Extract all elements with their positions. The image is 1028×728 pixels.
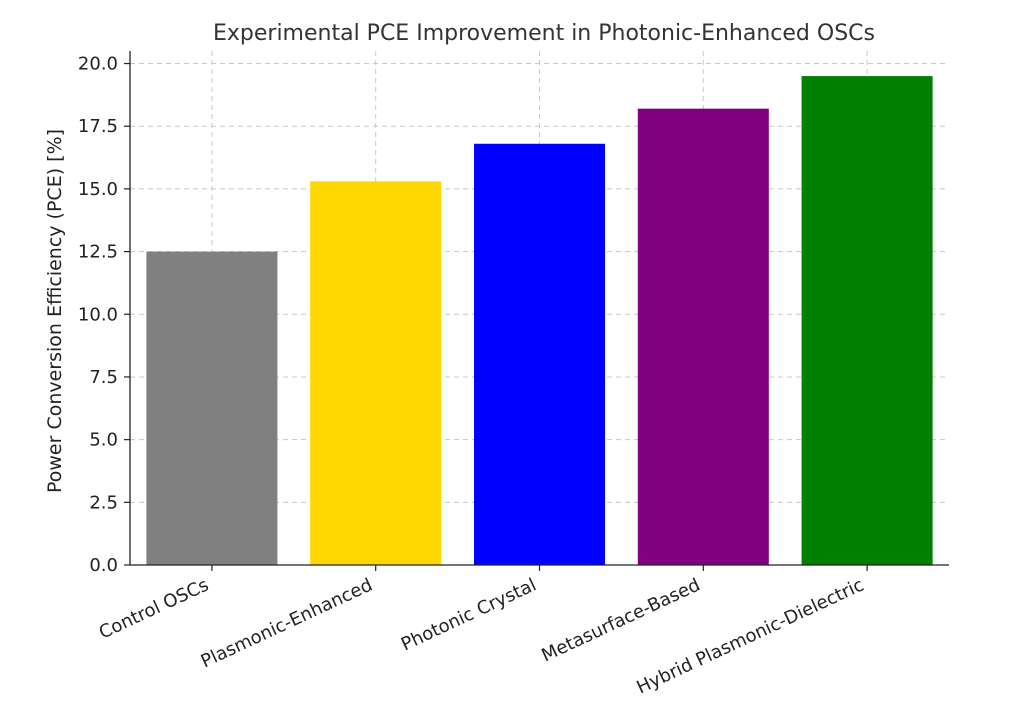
y-tick-label: 17.5	[78, 116, 118, 137]
bar-control-oscs	[146, 251, 278, 565]
y-axis-label: Power Conversion Efficiency (PCE) [%]	[44, 129, 66, 493]
bar-hybrid-plasmonic-dielectric	[801, 76, 933, 565]
x-tick-label: Plasmonic-Enhanced	[198, 574, 376, 672]
bar-photonic-crystal	[473, 143, 606, 565]
x-tick-label: Photonic Crystal	[398, 574, 540, 655]
x-tick-label: Control OSCs	[96, 574, 212, 643]
chart-title: Experimental PCE Improvement in Photonic…	[213, 21, 875, 46]
bar-metasurface-based	[637, 108, 769, 566]
y-tick-label: 0.0	[89, 555, 118, 576]
y-tick-label: 2.5	[89, 492, 118, 513]
axes-layer	[124, 51, 949, 571]
x-tick-label: Metasurface-Based	[538, 574, 703, 666]
bar-plasmonic-enhanced	[310, 181, 442, 565]
y-tick-label: 10.0	[78, 304, 118, 325]
y-tick-label: 7.5	[89, 367, 118, 388]
bars-layer	[146, 76, 933, 566]
y-tick-label: 15.0	[78, 179, 118, 200]
y-tick-label: 12.5	[78, 242, 118, 263]
y-tick-label: 20.0	[78, 54, 118, 75]
y-tick-labels: 0.0 2.5 5.0 7.5 10.0 12.5 15.0 17.5 20.0	[78, 54, 118, 576]
y-tick-label: 5.0	[89, 430, 118, 451]
